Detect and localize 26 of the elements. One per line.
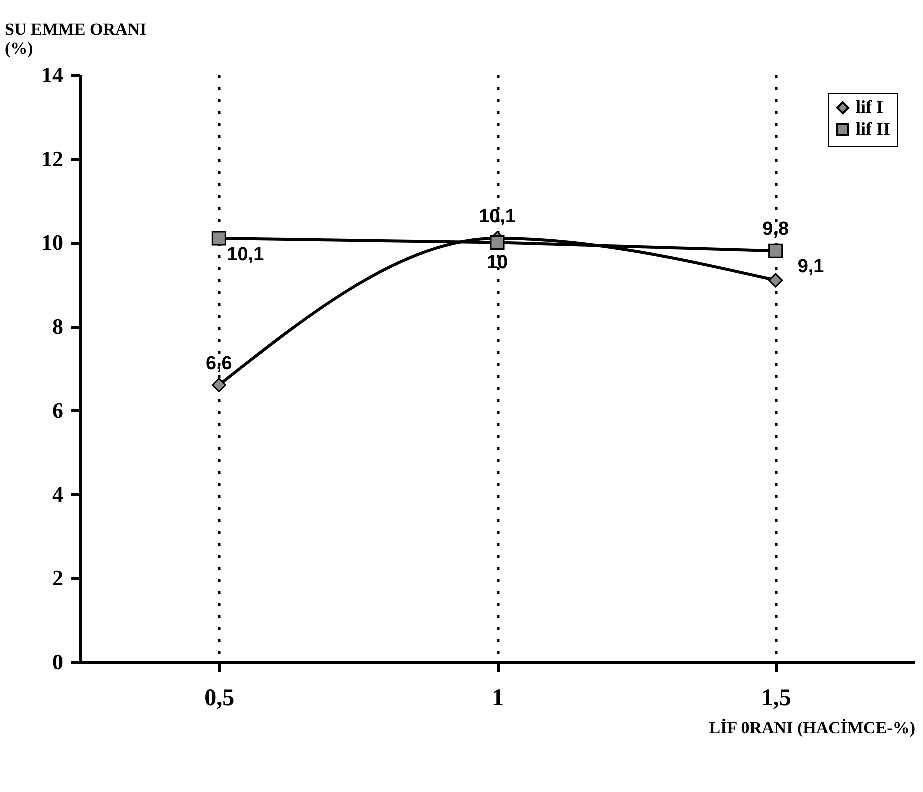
y-tick-label: 4 <box>52 482 64 507</box>
point <box>212 378 226 393</box>
data-label: 10 <box>486 252 508 274</box>
data-label: 9,1 <box>798 256 825 278</box>
data-label: 9,8 <box>762 219 790 240</box>
x-tick-label: 1,5 <box>761 686 792 712</box>
data-label: 10,1 <box>227 244 265 266</box>
point <box>490 235 505 250</box>
x-axis-title: LİF 0RANI (HACİMCE-%) <box>709 718 916 738</box>
y-tick-label: 12 <box>42 146 64 172</box>
point <box>768 244 784 258</box>
y-axis-title: SU EMME ORANI (%) <box>5 20 148 58</box>
y-tick-label: 6 <box>52 398 64 423</box>
data-label: 6,6 <box>206 353 232 374</box>
legend-label: lif I <box>856 97 884 117</box>
y-tick-label: 10 <box>42 230 64 256</box>
y-tick-label: 14 <box>42 62 64 88</box>
point <box>212 231 226 246</box>
x-tick-label: 0,5 <box>204 686 235 712</box>
data-label: 10,1 <box>479 206 516 228</box>
y-tick-label: 8 <box>52 314 64 340</box>
y-tick-label: 0 <box>52 650 64 674</box>
y-tick-label: 2 <box>52 566 64 591</box>
x-tick-label: 1 <box>492 686 504 712</box>
point <box>768 273 784 288</box>
legend-label: lif II <box>856 119 891 139</box>
